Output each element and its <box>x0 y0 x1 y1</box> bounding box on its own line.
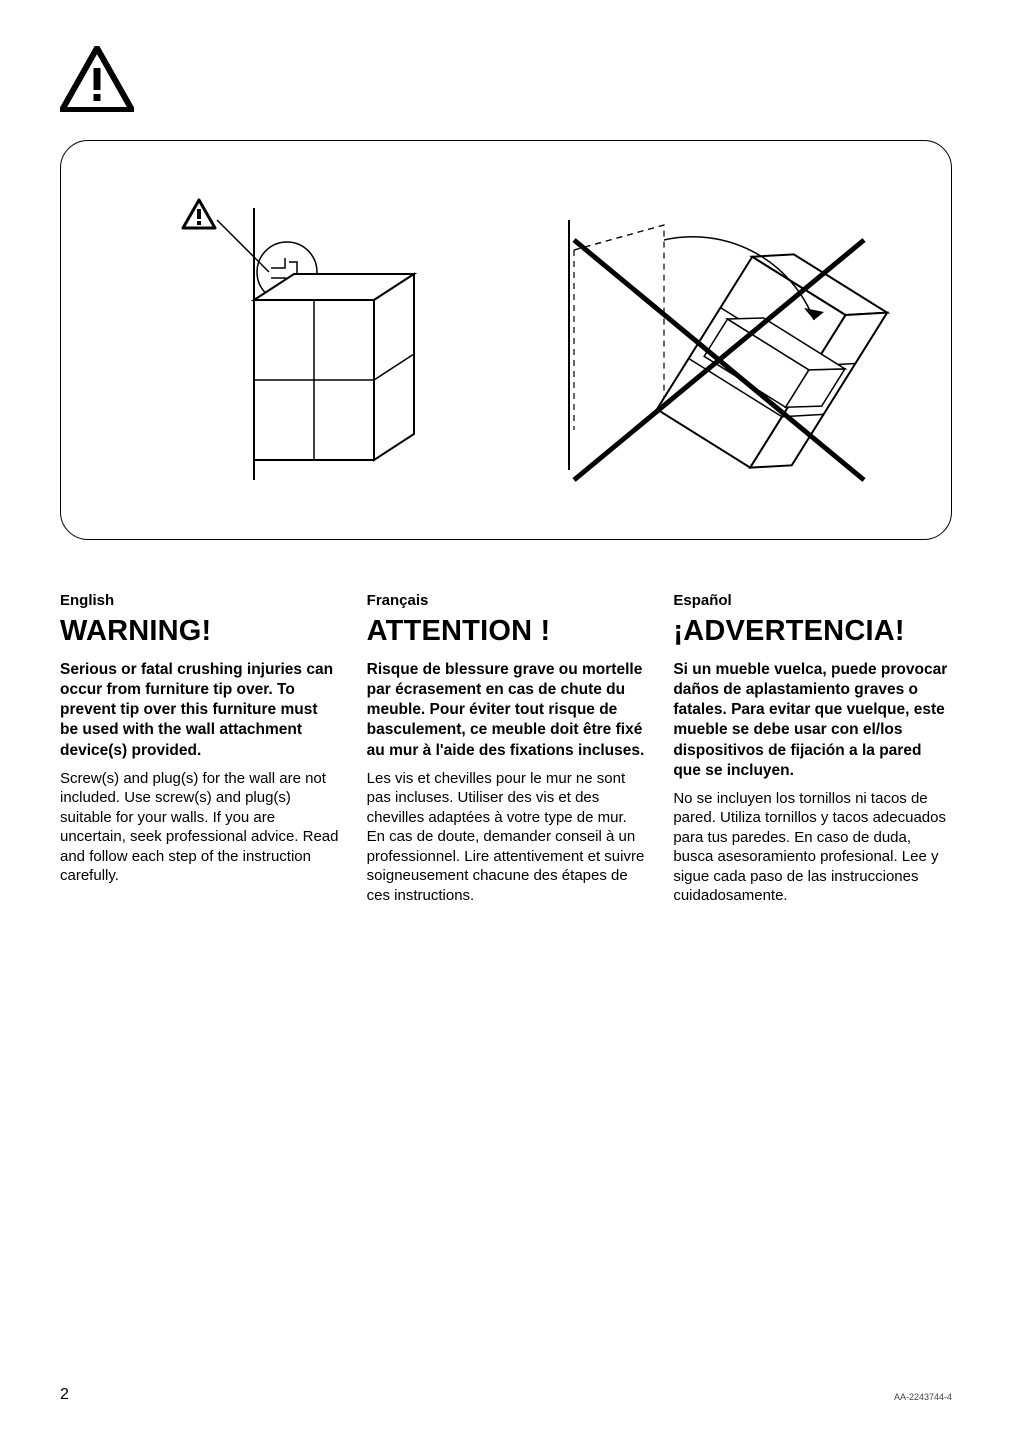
headline-espanol: ¡ADVERTENCIA! <box>673 615 952 648</box>
body-para-francais: Les vis et chevilles pour le mur ne sont… <box>367 769 646 906</box>
diagram-tipping-cabinet-crossed <box>514 180 894 500</box>
column-espanol: Español ¡ADVERTENCIA! Si un mueble vuelc… <box>673 592 952 906</box>
body-para-espanol: No se incluyen los tornillos ni tacos de… <box>673 789 952 906</box>
safety-diagram-panel <box>60 140 952 540</box>
column-francais: Français ATTENTION ! Risque de blessure … <box>367 592 646 906</box>
headline-english: WARNING! <box>60 615 339 648</box>
column-english: English WARNING! Serious or fatal crushi… <box>60 592 339 906</box>
warning-triangle-icon <box>60 46 134 112</box>
bold-para-espanol: Si un mueble vuelca, puede provocar daño… <box>673 660 952 781</box>
bold-para-english: Serious or fatal crushing injuries can o… <box>60 660 339 761</box>
warning-text-columns: English WARNING! Serious or fatal crushi… <box>60 592 952 906</box>
lang-label-francais: Français <box>367 592 646 609</box>
page-root: English WARNING! Serious or fatal crushi… <box>0 0 1012 1432</box>
diagram-wall-mounted-cabinet <box>119 180 479 500</box>
document-reference: AA-2243744-4 <box>894 1392 952 1402</box>
page-number: 2 <box>60 1386 69 1404</box>
body-para-english: Screw(s) and plug(s) for the wall are no… <box>60 769 339 886</box>
lang-label-espanol: Español <box>673 592 952 609</box>
bold-para-francais: Risque de blessure grave ou mortelle par… <box>367 660 646 761</box>
headline-francais: ATTENTION ! <box>367 615 646 648</box>
lang-label-english: English <box>60 592 339 609</box>
